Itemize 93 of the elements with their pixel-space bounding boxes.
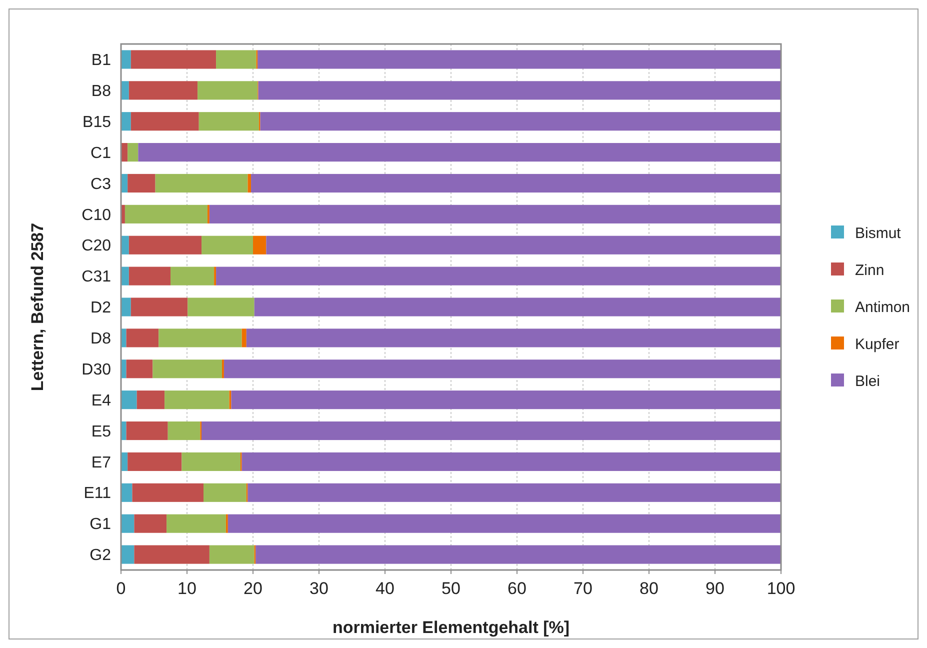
bar — [198, 112, 259, 131]
bar — [130, 112, 199, 131]
y-tick-label: B1 — [91, 52, 112, 70]
y-tick-label: G1 — [90, 516, 112, 534]
bar — [126, 360, 153, 378]
y-tick-label: C31 — [82, 268, 112, 286]
x-tick-label: 0 — [116, 579, 126, 598]
bar — [224, 360, 781, 378]
bar — [202, 236, 253, 254]
bar — [121, 514, 134, 533]
legend-label: Bismut — [855, 224, 902, 242]
bar — [128, 452, 182, 471]
bar — [155, 174, 248, 193]
y-axis-title: Lettern, Befund 2587 — [28, 222, 47, 392]
bar — [130, 298, 188, 316]
bar — [254, 298, 781, 316]
bar — [198, 81, 258, 100]
bar — [132, 483, 204, 502]
bar — [124, 204, 208, 224]
bar — [130, 50, 216, 69]
bar — [251, 174, 781, 193]
y-tick-label: D2 — [90, 300, 112, 317]
bar — [248, 483, 781, 502]
bar — [209, 204, 781, 224]
y-tick-label: C20 — [82, 238, 112, 255]
bar — [209, 545, 254, 564]
bar — [248, 174, 252, 193]
y-tick-label: C1 — [90, 144, 112, 162]
bar — [260, 112, 781, 131]
bar — [158, 328, 242, 348]
x-tick-label: 70 — [574, 579, 592, 598]
y-tick-label: B15 — [82, 114, 112, 131]
y-tick-label: E5 — [91, 423, 112, 440]
bar — [128, 266, 170, 286]
bar — [170, 266, 214, 286]
bar — [134, 545, 210, 564]
x-tick-label: 20 — [244, 579, 262, 598]
bar — [128, 174, 156, 193]
y-tick-label: E11 — [84, 485, 112, 502]
bar — [228, 514, 781, 533]
bar — [121, 298, 131, 316]
y-tick-label: E4 — [91, 392, 112, 410]
y-tick-label: B8 — [91, 83, 112, 100]
x-tick-label: 100 — [766, 579, 796, 598]
bar — [216, 50, 256, 69]
x-tick-label: 30 — [310, 579, 328, 598]
x-tick-label: 50 — [442, 579, 460, 598]
bar — [204, 483, 246, 502]
bar — [231, 390, 781, 410]
legend-label: Zinn — [855, 262, 884, 279]
bar — [182, 452, 240, 471]
y-tick-label: C10 — [82, 206, 112, 224]
bar — [242, 328, 246, 348]
bar — [164, 390, 230, 410]
bar — [152, 360, 222, 378]
x-axis-title: normierter Elementgehalt [%] — [332, 618, 570, 637]
bar — [242, 452, 781, 471]
bar — [134, 514, 167, 533]
bar — [128, 143, 138, 162]
y-tick-label: D30 — [82, 361, 112, 378]
legend-label: Kupfer — [855, 336, 900, 353]
bar — [202, 421, 781, 440]
bar — [136, 390, 165, 410]
bar — [128, 81, 198, 100]
bar — [166, 514, 226, 533]
y-tick-label: D8 — [90, 330, 112, 348]
y-tick-label: C3 — [90, 176, 112, 193]
bar — [126, 328, 159, 348]
y-tick-label: E7 — [91, 454, 112, 472]
bar — [253, 236, 266, 254]
bar — [126, 421, 168, 440]
bar — [121, 545, 134, 564]
x-tick-label: 90 — [706, 579, 724, 598]
bar — [168, 421, 200, 440]
y-tick-label: G2 — [90, 547, 112, 564]
bar — [138, 143, 781, 162]
x-tick-label: 40 — [376, 579, 394, 598]
legend-label: Antimon — [855, 298, 910, 316]
bar — [246, 328, 781, 348]
bar — [128, 236, 202, 254]
x-tick-label: 80 — [640, 579, 658, 598]
bar — [256, 545, 781, 564]
x-tick-label: 60 — [508, 579, 526, 598]
bar — [266, 236, 781, 254]
bar — [216, 266, 781, 286]
bar — [258, 50, 781, 69]
bar — [121, 390, 137, 410]
bar — [258, 81, 781, 100]
bar — [121, 112, 131, 131]
bar — [188, 298, 254, 316]
bar — [121, 50, 131, 69]
legend-label: Blei — [855, 372, 880, 390]
x-tick-label: 10 — [178, 579, 196, 598]
